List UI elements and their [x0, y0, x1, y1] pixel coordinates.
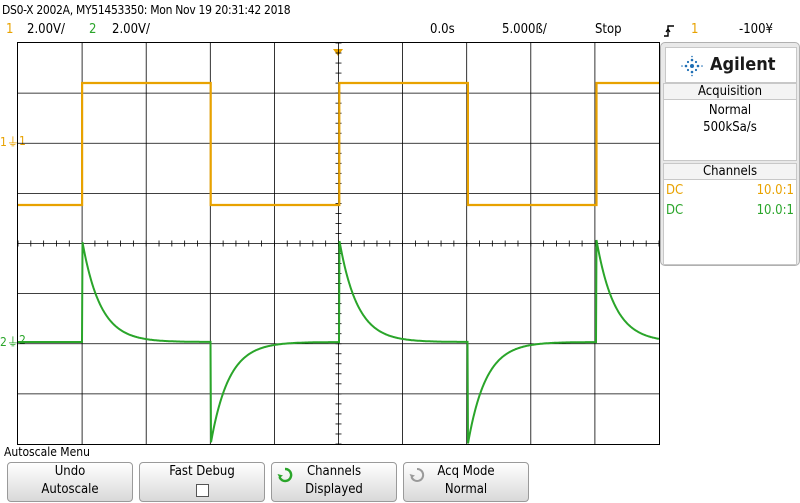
ch1-coupling: DC [666, 183, 684, 198]
channels-box: Channels DC 10.0:1 DC 10.0:1 [663, 163, 797, 265]
ch1-waveform [18, 81, 659, 207]
softkey-label: Undo [54, 464, 86, 479]
rising-edge-icon [663, 23, 675, 39]
sample-rate: 500kSa/s [703, 120, 757, 135]
softkey-label: Acq Mode [437, 464, 495, 479]
acq-mode-softkey[interactable]: Acq Mode Normal [403, 462, 529, 502]
ch2-channel-row: DC 10.0:1 [664, 200, 796, 220]
acquisition-mode: Normal [708, 103, 752, 118]
acquisition-box: Acquisition Normal 500kSa/s [663, 83, 797, 161]
timebase-scale: 5.000ß/ [502, 22, 547, 37]
menu-title: Autoscale Menu [4, 445, 90, 459]
softkey-value: Normal [444, 482, 488, 497]
checkbox-icon [195, 484, 209, 497]
instrument-ident: DS0-X 2002A, MY51453350: Mon Nov 19 20:3… [2, 3, 291, 17]
ch2-ground-marker[interactable]: 2⏚ [0, 335, 19, 349]
ch1-marker-label: 1 [19, 134, 26, 148]
trigger-level: -100¥ [739, 22, 773, 37]
channels-displayed-softkey[interactable]: Channels Displayed [271, 462, 397, 502]
fast-debug-softkey[interactable]: Fast Debug [139, 462, 265, 502]
status-bar: 1 2.00V/ 2 2.00V/ 0.0s 5.000ß/ Stop 1 -1… [0, 22, 800, 40]
ch2-scale: 2.00V/ [112, 22, 150, 37]
brand-name: Agilent [710, 54, 776, 75]
entry-knob-icon [277, 467, 293, 489]
side-panel: Agilent Acquisition Normal 500kSa/s Chan… [660, 42, 800, 266]
softkey-label: Channels [306, 464, 362, 479]
fast-debug-checkbox[interactable] [140, 481, 264, 503]
ch2-marker-label: 2 [19, 333, 26, 347]
ch1-channel-row: DC 10.0:1 [664, 180, 796, 200]
agilent-logo-icon [680, 55, 704, 81]
ch1-probe: 10.0:1 [756, 183, 794, 198]
horizontal-delay: 0.0s [430, 22, 455, 37]
ground-icon: ⏚ [6, 335, 19, 349]
ground-icon: ⏚ [6, 135, 19, 149]
softkey-value: Autoscale [41, 482, 99, 497]
ch2-number: 2 [89, 22, 97, 37]
ch2-probe: 10.0:1 [756, 203, 794, 218]
ch1-number: 1 [6, 22, 14, 37]
undo-autoscale-softkey[interactable]: Undo Autoscale [7, 462, 133, 502]
ch1-scale: 2.00V/ [27, 22, 65, 37]
ch1-ground-marker[interactable]: 1⏚ [0, 135, 19, 149]
softkey-label: Fast Debug [169, 464, 235, 479]
brand-box: Agilent [665, 47, 797, 83]
softkey-value: Displayed [305, 482, 363, 497]
ch2-coupling: DC [666, 203, 684, 218]
acquisition-title: Acquisition [664, 84, 796, 100]
waveform-graticule [17, 42, 660, 445]
run-state: Stop [595, 22, 622, 37]
trigger-position-marker[interactable] [333, 42, 343, 56]
trigger-source: 1 [691, 22, 699, 37]
channels-title: Channels [664, 164, 796, 180]
entry-knob-icon [409, 467, 425, 489]
ch2-waveform [18, 239, 660, 444]
waveform-display[interactable] [17, 42, 660, 445]
